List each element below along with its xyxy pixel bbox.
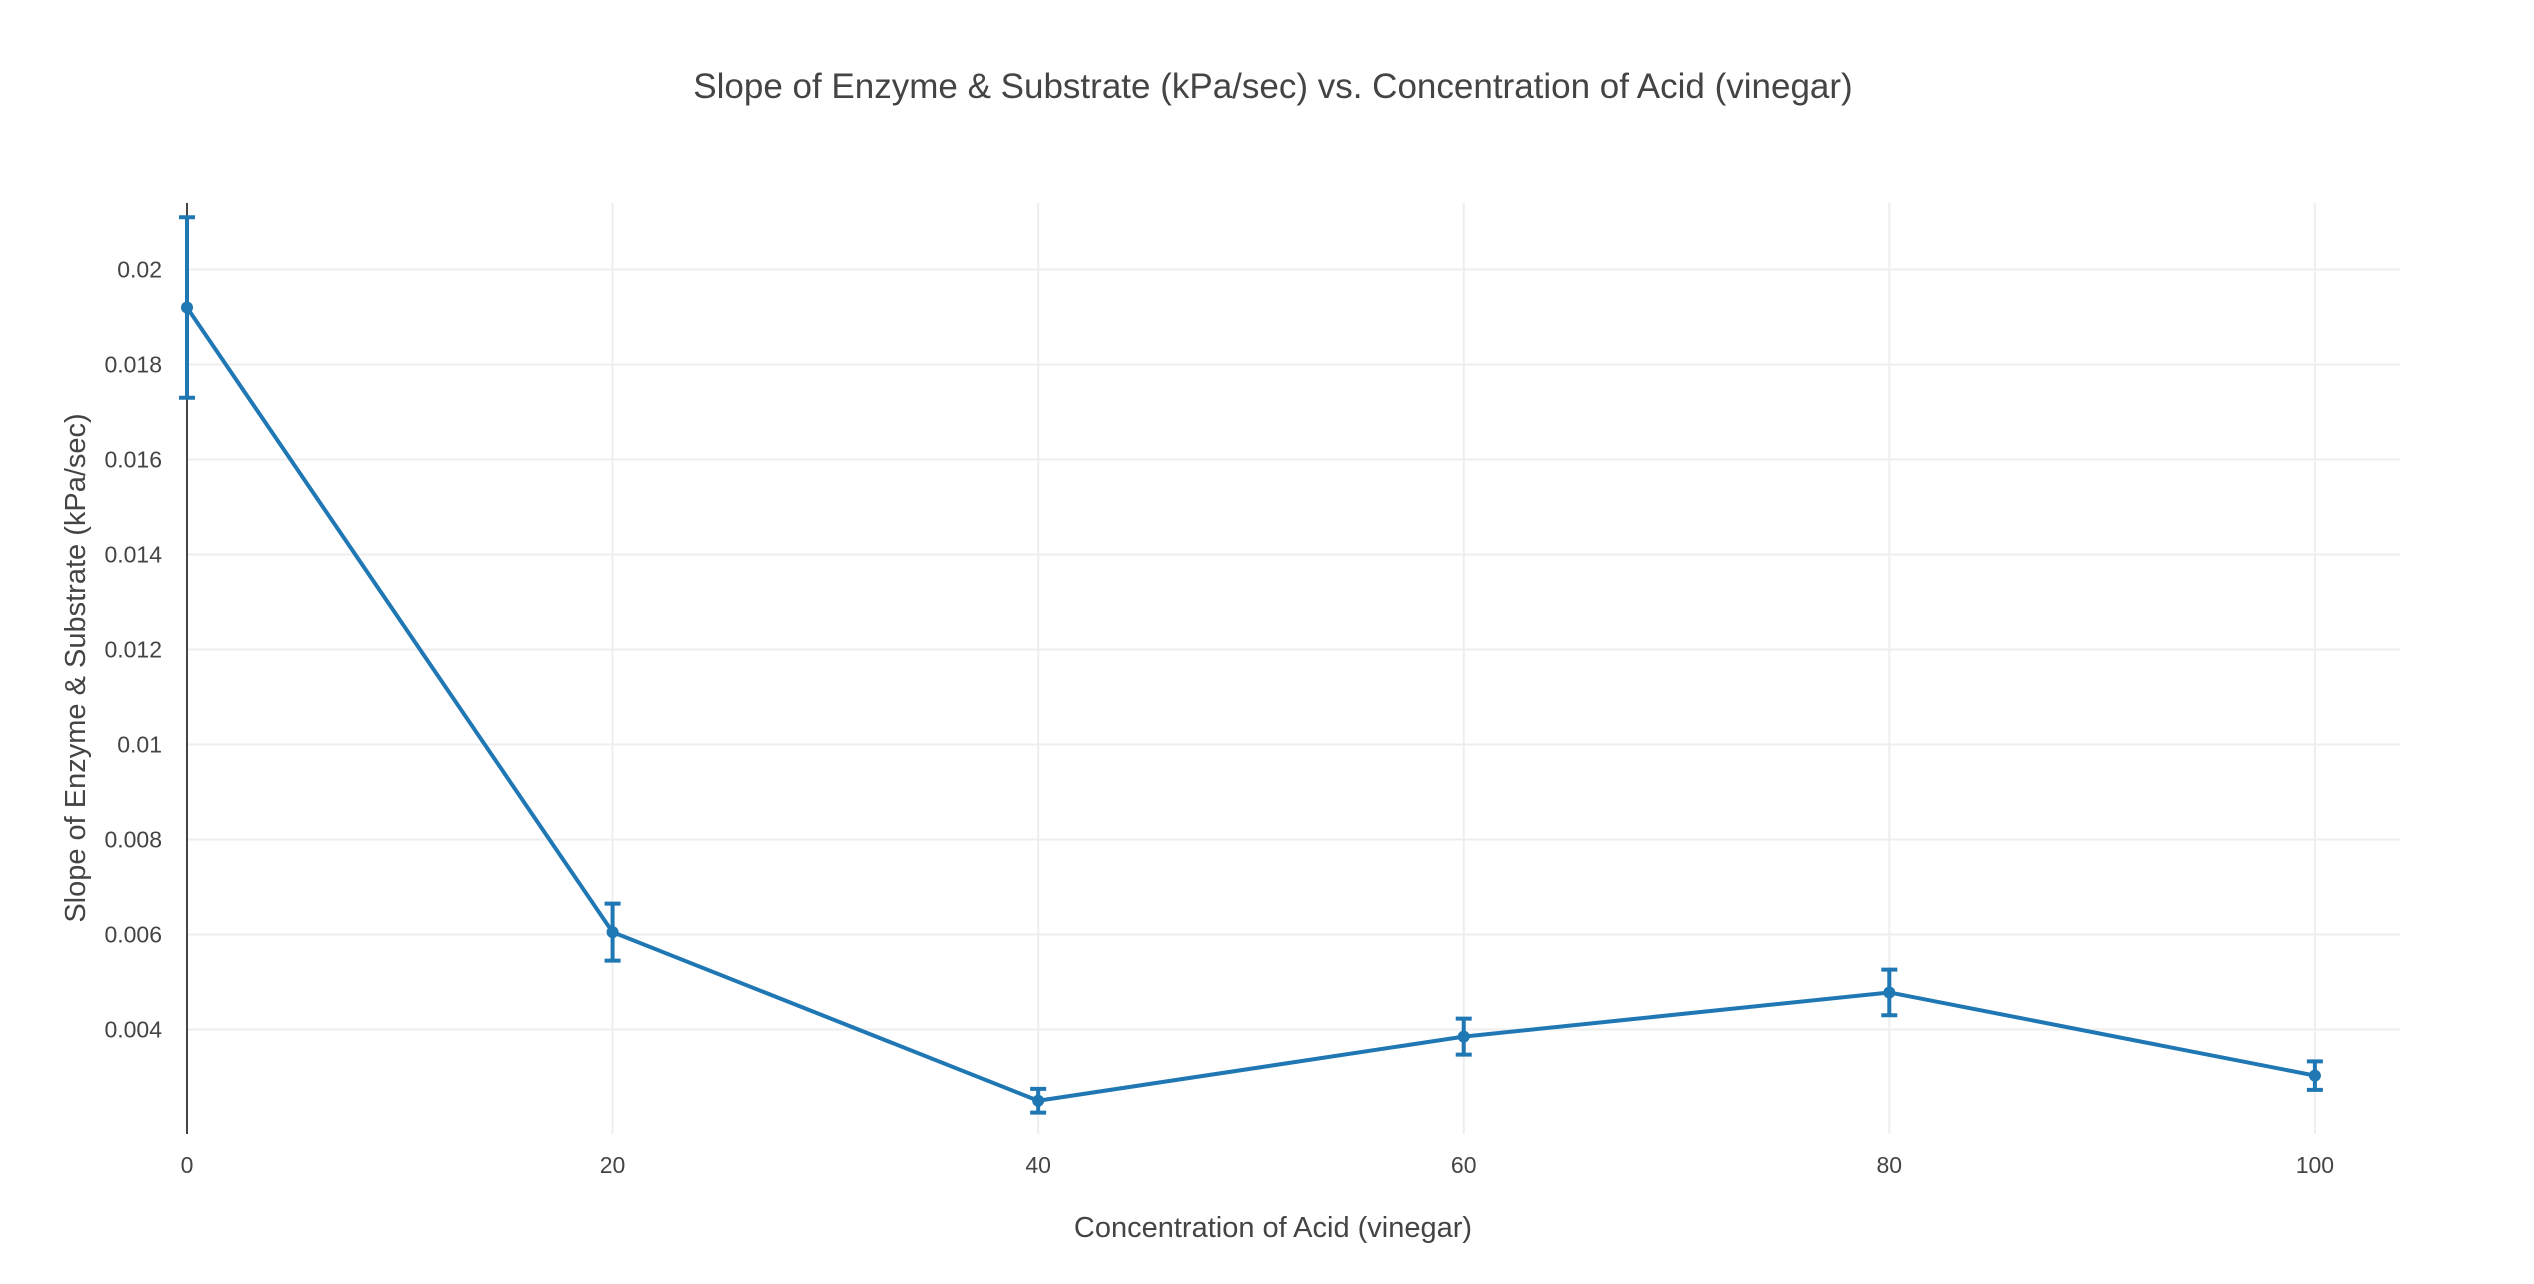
x-tick-label: 0 [181, 1152, 194, 1178]
x-tick-label: 60 [1451, 1152, 1477, 1178]
y-tick-label: 0.004 [104, 1017, 162, 1043]
data-point [2308, 1069, 2321, 1082]
x-tick-label: 20 [600, 1152, 626, 1178]
y-tick-label: 0.014 [104, 542, 162, 568]
y-axis-title: Slope of Enzyme & Substrate (kPa/sec) [60, 413, 92, 922]
y-tick-label: 0.016 [104, 447, 162, 473]
y-tick-label: 0.006 [104, 922, 162, 948]
y-tick-label: 0.012 [104, 637, 162, 663]
x-axis-title: Concentration of Acid (vinegar) [1074, 1212, 1472, 1244]
x-tick-label: 80 [1877, 1152, 1903, 1178]
series-layer [179, 215, 2323, 1115]
axis-layer: 0.004 0.006 0.008 0.01 0.012 0.014 0.016 0.018 0… [104, 203, 2334, 1178]
data-point [1457, 1030, 1470, 1043]
data-point [181, 301, 193, 314]
data-point [606, 926, 619, 939]
grid-layer [187, 203, 2400, 1134]
x-tick-label: 100 [2296, 1152, 2334, 1178]
data-point [1883, 986, 1896, 999]
y-tick-label: 0.02 [117, 257, 162, 283]
y-tick-label: 0.008 [104, 827, 162, 853]
y-tick-label: 0.018 [104, 352, 162, 378]
x-tick-label: 40 [1025, 1152, 1051, 1178]
chart-title: Slope of Enzyme & Substrate (kPa/sec) vs… [693, 67, 1852, 106]
y-tick-label: 0.01 [117, 732, 162, 758]
series-line [185, 306, 2316, 1103]
data-point [1032, 1094, 1045, 1107]
